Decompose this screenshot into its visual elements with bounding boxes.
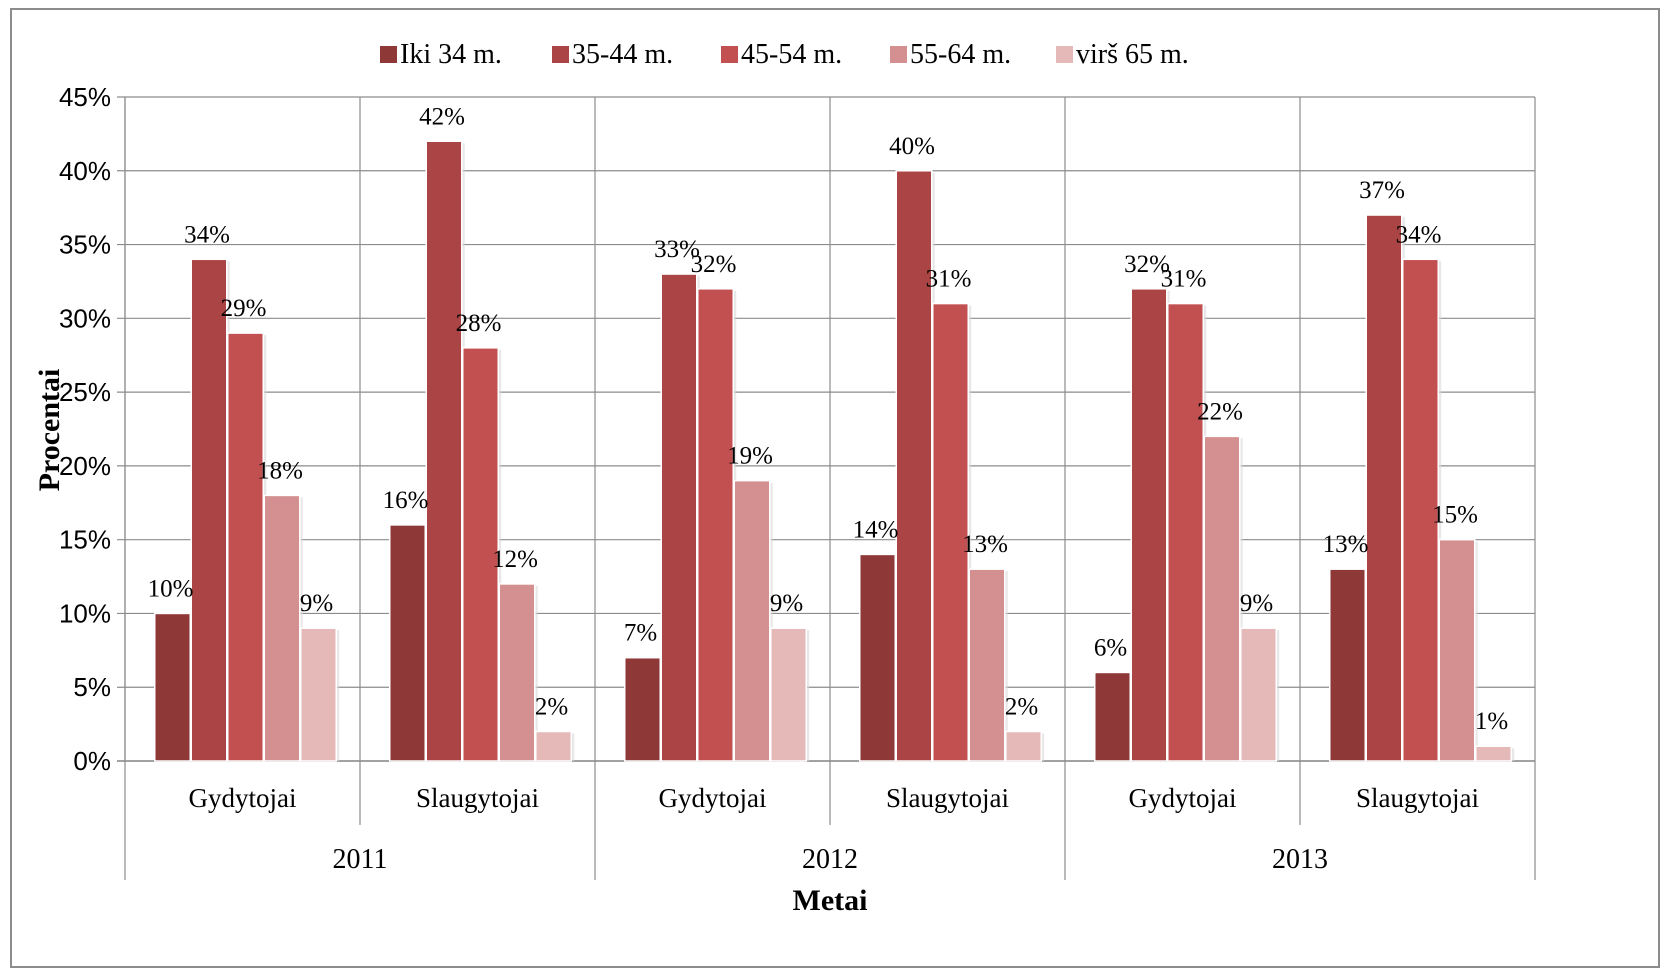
- x-category-label: Gydytojai: [1129, 783, 1237, 813]
- y-tick-label: 20%: [59, 451, 111, 481]
- bar-value-label: 9%: [300, 590, 333, 617]
- y-tick-label: 35%: [59, 230, 111, 260]
- bar: [300, 627, 337, 762]
- bar-value-label: 7%: [624, 620, 657, 647]
- axes: 0% 5% 10% 15% 20% 25% 30% 35% 40% 45% Gydytojai Sla…: [59, 82, 1536, 880]
- legend-label: virš 65 m.: [1076, 39, 1189, 70]
- bar: [932, 302, 969, 762]
- bar: [1203, 435, 1241, 762]
- x-category-label: Slaugytojai: [886, 783, 1009, 813]
- y-tick-label: 5%: [73, 672, 111, 702]
- bar: [660, 273, 698, 762]
- y-tick-label: 10%: [59, 598, 111, 628]
- bar-value-label: 37%: [1359, 177, 1405, 204]
- bar-value-label: 16%: [383, 487, 429, 514]
- bar-value-label: 34%: [1396, 221, 1442, 248]
- bar-value-label: 12%: [492, 546, 538, 573]
- bar: [1365, 214, 1403, 762]
- bar: [895, 170, 933, 762]
- x-group-label: 2013: [1272, 844, 1328, 875]
- bar-value-label: 10%: [148, 575, 194, 602]
- bar: [1402, 258, 1439, 762]
- legend-swatch: [380, 46, 397, 63]
- bar-value-label: 28%: [456, 310, 502, 337]
- legend-swatch: [721, 46, 738, 63]
- bar: [1475, 745, 1512, 762]
- y-tick-label: 25%: [59, 377, 111, 407]
- bar: [968, 568, 1006, 762]
- chart-frame: 0% 5% 10% 15% 20% 25% 30% 35% 40% 45% Gydytojai Sla…: [10, 8, 1660, 968]
- legend-label: 35-44 m.: [572, 39, 673, 70]
- bar: [227, 332, 264, 762]
- legend: Iki 34 m. 35-44 m. 45-54 m. 55-64 m. virš 65…: [380, 39, 1189, 70]
- bar-value-label: 18%: [257, 457, 303, 484]
- bar: [535, 730, 572, 762]
- bar: [733, 479, 771, 762]
- bar: [1240, 627, 1277, 762]
- legend-label: Iki 34 m.: [400, 39, 502, 70]
- bar: [1167, 302, 1204, 762]
- bar-value-label: 14%: [853, 516, 899, 543]
- y-tick-label: 45%: [59, 82, 111, 112]
- x-category-label: Slaugytojai: [1356, 783, 1479, 813]
- bar-value-label: 2%: [1005, 693, 1038, 720]
- bar: [697, 288, 734, 762]
- bar: [859, 553, 896, 762]
- bar-value-label: 1%: [1475, 708, 1508, 735]
- bar: [624, 656, 661, 762]
- bar: [263, 494, 301, 762]
- bar: [1005, 730, 1042, 762]
- bar-value-label: 33%: [654, 236, 700, 263]
- bar-value-label: 13%: [962, 531, 1008, 558]
- bar-chart: 0% 5% 10% 15% 20% 25% 30% 35% 40% 45% Gydytojai Sla…: [33, 39, 1536, 917]
- bar-value-label: 19%: [727, 443, 773, 470]
- bar-value-label: 31%: [926, 266, 972, 293]
- y-tick-label: 30%: [59, 303, 111, 333]
- bar-value-label: 42%: [419, 103, 465, 130]
- bar-value-label: 32%: [691, 251, 737, 278]
- bar: [389, 524, 426, 762]
- bar: [1438, 538, 1476, 762]
- bar-value-label: 40%: [889, 133, 935, 160]
- bar-value-label: 22%: [1197, 398, 1243, 425]
- legend-label: 45-54 m.: [741, 39, 842, 70]
- data-labels: 10%34%29%18%9%16%42%28%12%2%7%33%32%19%9…: [148, 103, 1509, 735]
- x-category-label: Slaugytojai: [416, 783, 539, 813]
- bar-value-label: 15%: [1432, 502, 1478, 529]
- x-group-label: 2011: [333, 844, 388, 875]
- bar-value-label: 29%: [221, 295, 267, 322]
- bar: [770, 627, 807, 762]
- x-category-label: Gydytojai: [659, 783, 767, 813]
- y-tick-label: 15%: [59, 525, 111, 555]
- bar-value-label: 31%: [1161, 266, 1207, 293]
- bar-value-label: 32%: [1124, 251, 1170, 278]
- legend-swatch: [1056, 46, 1073, 63]
- legend-swatch: [552, 46, 569, 63]
- bar-value-label: 6%: [1094, 634, 1127, 661]
- x-category-label: Gydytojai: [189, 783, 297, 813]
- bar: [498, 583, 536, 762]
- bar: [190, 258, 228, 762]
- legend-label: 55-64 m.: [910, 39, 1011, 70]
- bar-value-label: 2%: [535, 693, 568, 720]
- y-tick-label: 40%: [59, 156, 111, 186]
- bar: [1329, 568, 1366, 762]
- bar-value-label: 34%: [184, 221, 230, 248]
- bar-value-label: 9%: [770, 590, 803, 617]
- bar-value-label: 9%: [1240, 590, 1273, 617]
- y-axis-title: Procentai: [33, 369, 66, 492]
- bar: [1130, 288, 1168, 762]
- bar: [1094, 671, 1131, 762]
- y-tick-label: 0%: [73, 746, 111, 776]
- bar: [462, 347, 499, 762]
- legend-swatch: [890, 46, 907, 63]
- x-group-label: 2012: [802, 844, 858, 875]
- x-axis-title: Metai: [793, 884, 868, 917]
- bar-value-label: 13%: [1323, 531, 1369, 558]
- bars: [154, 140, 1515, 762]
- bar: [425, 140, 463, 762]
- bar: [154, 612, 191, 762]
